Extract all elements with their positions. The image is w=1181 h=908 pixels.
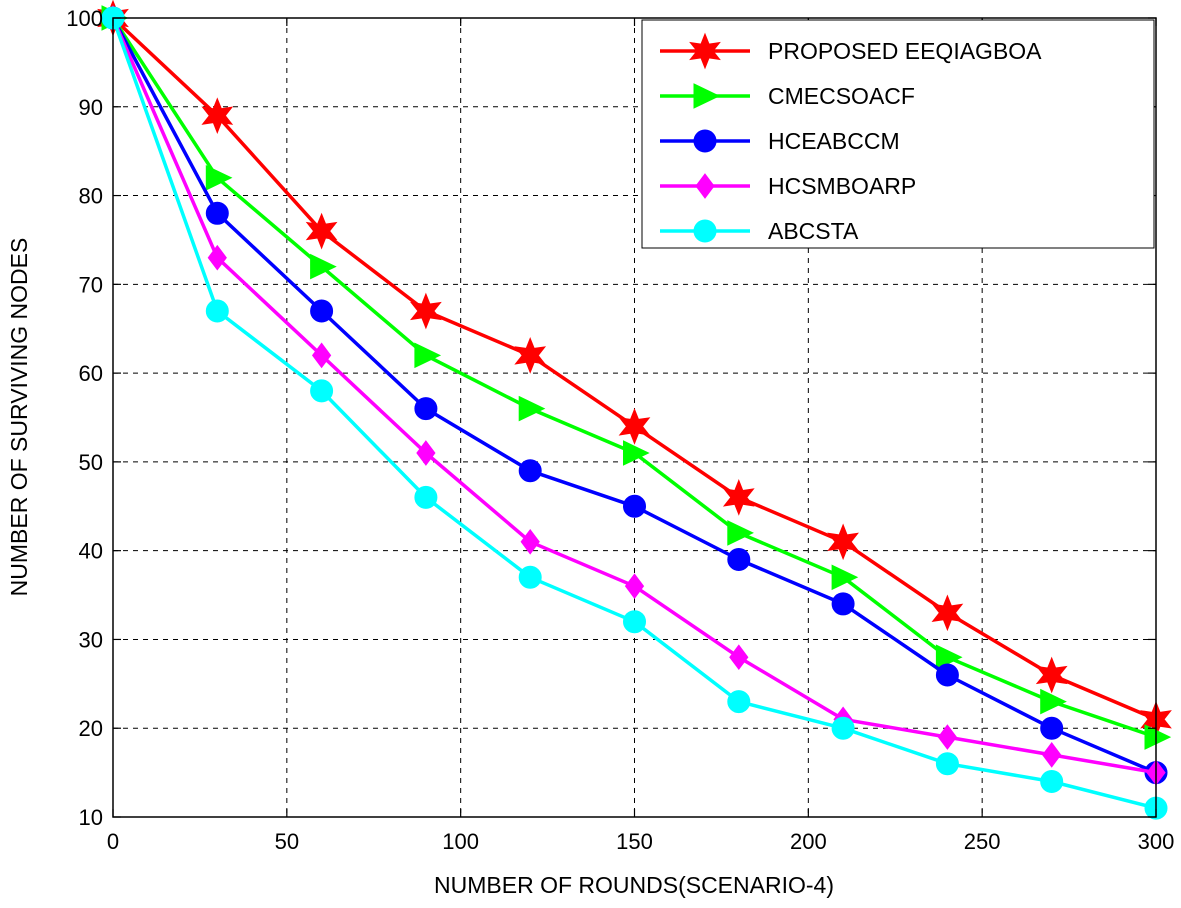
y-tick-label: 20 [79, 716, 103, 741]
legend-entry-4: HCSMBOARP [660, 173, 916, 199]
legend-entry-5: ABCSTA [660, 218, 859, 244]
legend-box [641, 19, 1155, 249]
data-point [518, 565, 542, 589]
axis-ticks: 0 50 100 150 200 250 300 10 20 30 40 50 60 70 80 90 100 [66, 6, 1174, 854]
data-point [520, 528, 540, 555]
data-point [310, 379, 334, 403]
data-point [624, 573, 645, 600]
legend-marker [693, 219, 717, 243]
data-point [518, 459, 542, 483]
data-point [201, 97, 234, 135]
data-point [931, 594, 964, 632]
y-tick-label: 10 [79, 805, 103, 830]
data-point [1040, 688, 1067, 715]
data-point [1035, 656, 1068, 694]
data-point [414, 485, 438, 509]
x-tick-label: 150 [616, 829, 653, 854]
data-point [410, 292, 442, 330]
series-group [97, 0, 1172, 820]
data-point [831, 716, 855, 740]
legend-label: HCSMBOARP [768, 173, 916, 199]
series-5 [101, 6, 1168, 820]
data-point [310, 253, 337, 280]
data-point [827, 523, 859, 561]
legend-entry-1: PROPOSED EEQIAGBOA [660, 32, 1042, 70]
data-point [727, 520, 754, 546]
data-point [1042, 742, 1062, 768]
data-point [623, 440, 650, 466]
y-tick-label: 40 [79, 539, 103, 564]
data-point [205, 299, 229, 323]
data-point [623, 610, 646, 634]
data-point [618, 408, 651, 445]
data-point [305, 212, 338, 250]
data-point [935, 663, 959, 687]
data-point [207, 244, 227, 271]
data-point [722, 479, 755, 516]
legend-entry-3: HCEABCCM [660, 128, 900, 154]
data-point [205, 201, 229, 225]
x-tick-label: 50 [275, 829, 299, 854]
data-point [1040, 716, 1064, 740]
data-point [623, 494, 646, 518]
data-point [935, 752, 959, 776]
y-tick-label: 80 [79, 184, 103, 209]
data-point [311, 342, 332, 369]
data-point [205, 165, 233, 191]
x-tick-label: 100 [442, 829, 479, 854]
legend-marker [689, 32, 721, 70]
data-point [727, 690, 751, 714]
legend-label: HCEABCCM [768, 128, 900, 154]
data-point [1144, 724, 1172, 750]
x-tick-label: 0 [107, 829, 119, 854]
y-axis-label: NUMBER OF SURVIVING NODES [6, 238, 32, 597]
data-point [727, 548, 751, 572]
data-point [514, 337, 547, 374]
y-tick-label: 90 [79, 95, 103, 120]
data-point [414, 397, 438, 421]
legend-label: CMECSOACF [768, 83, 915, 109]
x-axis-label: NUMBER OF ROUNDS(SCENARIO-4) [434, 872, 834, 898]
legend-marker [695, 173, 715, 199]
x-tick-label: 300 [1138, 829, 1175, 854]
y-tick-label: 30 [79, 627, 103, 652]
data-point [729, 644, 749, 671]
data-point [310, 299, 334, 323]
x-tick-label: 200 [790, 829, 827, 854]
series-4 [103, 5, 1166, 786]
data-point [416, 440, 436, 466]
legend-entry-2: CMECSOACF [660, 83, 915, 109]
x-tick-label: 250 [964, 829, 1001, 854]
data-point [935, 644, 963, 670]
y-tick-label: 100 [66, 6, 103, 31]
data-point [414, 342, 442, 369]
legend-label: ABCSTA [768, 218, 859, 244]
data-point [937, 724, 958, 750]
legend-marker [693, 129, 717, 153]
data-point [831, 564, 859, 591]
legend-label: PROPOSED EEQIAGBOA [768, 38, 1042, 64]
legend-marker [693, 83, 721, 109]
data-point [518, 395, 546, 422]
data-point [1040, 769, 1064, 793]
y-tick-label: 70 [79, 272, 103, 297]
legend: PROPOSED EEQIAGBOA CMECSOACF HCEABCCM HCSMB… [641, 19, 1155, 249]
y-tick-label: 50 [79, 450, 103, 475]
y-tick-label: 60 [79, 361, 103, 386]
data-point [831, 592, 855, 616]
